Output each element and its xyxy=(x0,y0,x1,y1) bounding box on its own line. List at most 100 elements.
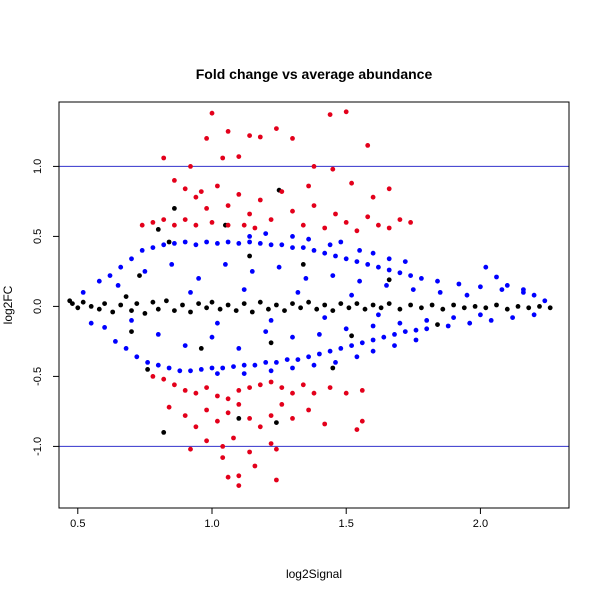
data-point xyxy=(225,203,231,209)
data-point xyxy=(236,483,242,488)
data-point xyxy=(349,333,354,339)
data-point xyxy=(182,186,188,192)
data-point xyxy=(392,343,397,348)
data-point xyxy=(429,302,435,308)
data-point xyxy=(172,206,177,211)
data-point xyxy=(241,371,247,376)
data-point xyxy=(384,283,389,288)
data-point xyxy=(257,424,263,430)
data-point xyxy=(134,354,140,360)
data-point xyxy=(386,186,392,192)
data-point xyxy=(386,277,392,283)
data-point xyxy=(445,323,451,329)
y-axis-label: log2FC xyxy=(1,285,15,324)
data-point xyxy=(215,418,220,424)
data-point xyxy=(193,194,199,200)
data-point xyxy=(274,446,279,452)
x-axis-label: log2Signal xyxy=(286,567,342,581)
data-point xyxy=(521,287,526,292)
data-point xyxy=(118,302,124,308)
data-point xyxy=(223,262,228,267)
data-point xyxy=(322,315,328,320)
data-point xyxy=(526,305,532,311)
data-point xyxy=(370,337,376,343)
data-point xyxy=(198,189,204,195)
data-point xyxy=(483,264,489,270)
x-tick-label: 0.5 xyxy=(70,518,85,530)
data-point xyxy=(276,264,282,270)
data-point xyxy=(327,385,333,390)
data-point xyxy=(236,473,242,479)
data-point xyxy=(204,206,210,211)
data-point xyxy=(123,294,129,299)
data-point xyxy=(343,220,349,225)
data-point xyxy=(196,276,202,281)
data-point xyxy=(370,323,376,329)
data-point xyxy=(386,301,392,306)
data-point xyxy=(204,385,210,390)
data-point xyxy=(338,239,344,245)
data-point xyxy=(499,287,505,292)
data-point xyxy=(478,284,483,290)
data-point xyxy=(252,225,258,231)
data-point xyxy=(257,241,263,246)
data-point xyxy=(419,276,424,281)
data-point xyxy=(102,325,107,330)
data-point xyxy=(386,225,392,231)
data-point xyxy=(343,390,349,396)
data-point xyxy=(198,367,204,372)
chart-title: Fold change vs average abundance xyxy=(196,66,433,82)
data-point xyxy=(354,259,360,264)
data-point xyxy=(359,418,365,424)
data-point xyxy=(215,393,220,399)
data-point xyxy=(333,253,338,259)
data-point xyxy=(284,357,290,362)
data-point xyxy=(180,302,185,308)
data-point xyxy=(196,301,202,306)
data-point xyxy=(327,242,333,248)
data-point xyxy=(333,211,338,217)
data-point xyxy=(257,299,263,305)
data-point xyxy=(274,126,279,131)
data-point xyxy=(494,302,499,308)
data-point xyxy=(225,222,231,228)
data-point xyxy=(306,354,311,360)
data-point xyxy=(290,136,295,141)
data-point xyxy=(290,334,295,340)
data-point xyxy=(274,420,279,425)
data-point xyxy=(150,220,156,225)
data-point xyxy=(322,250,328,256)
x-tick-label: 1.5 xyxy=(339,518,354,530)
data-point xyxy=(188,368,193,374)
data-point xyxy=(330,166,336,172)
data-point xyxy=(483,305,489,311)
data-point xyxy=(290,416,295,421)
data-point xyxy=(274,477,279,483)
data-point xyxy=(102,301,107,306)
data-point xyxy=(370,194,376,200)
data-point xyxy=(188,309,193,315)
y-tick-label: -0.5 xyxy=(32,367,44,386)
data-point xyxy=(343,326,349,332)
data-point xyxy=(204,136,210,141)
data-point xyxy=(145,360,151,365)
data-point xyxy=(303,276,309,281)
data-point xyxy=(204,239,210,245)
y-tick-label: -1.0 xyxy=(32,437,44,456)
data-point xyxy=(172,178,177,183)
data-point xyxy=(306,183,311,189)
data-point xyxy=(263,329,269,334)
data-point xyxy=(413,327,419,333)
data-point xyxy=(96,278,102,284)
data-point xyxy=(193,242,199,248)
data-point xyxy=(215,371,220,376)
data-point xyxy=(410,287,416,292)
data-point xyxy=(311,362,317,368)
data-point xyxy=(365,262,371,267)
data-point xyxy=(397,217,403,223)
data-point xyxy=(402,259,408,264)
data-point xyxy=(537,304,542,309)
data-point xyxy=(311,248,317,253)
data-point xyxy=(209,110,215,116)
data-point xyxy=(118,264,124,270)
